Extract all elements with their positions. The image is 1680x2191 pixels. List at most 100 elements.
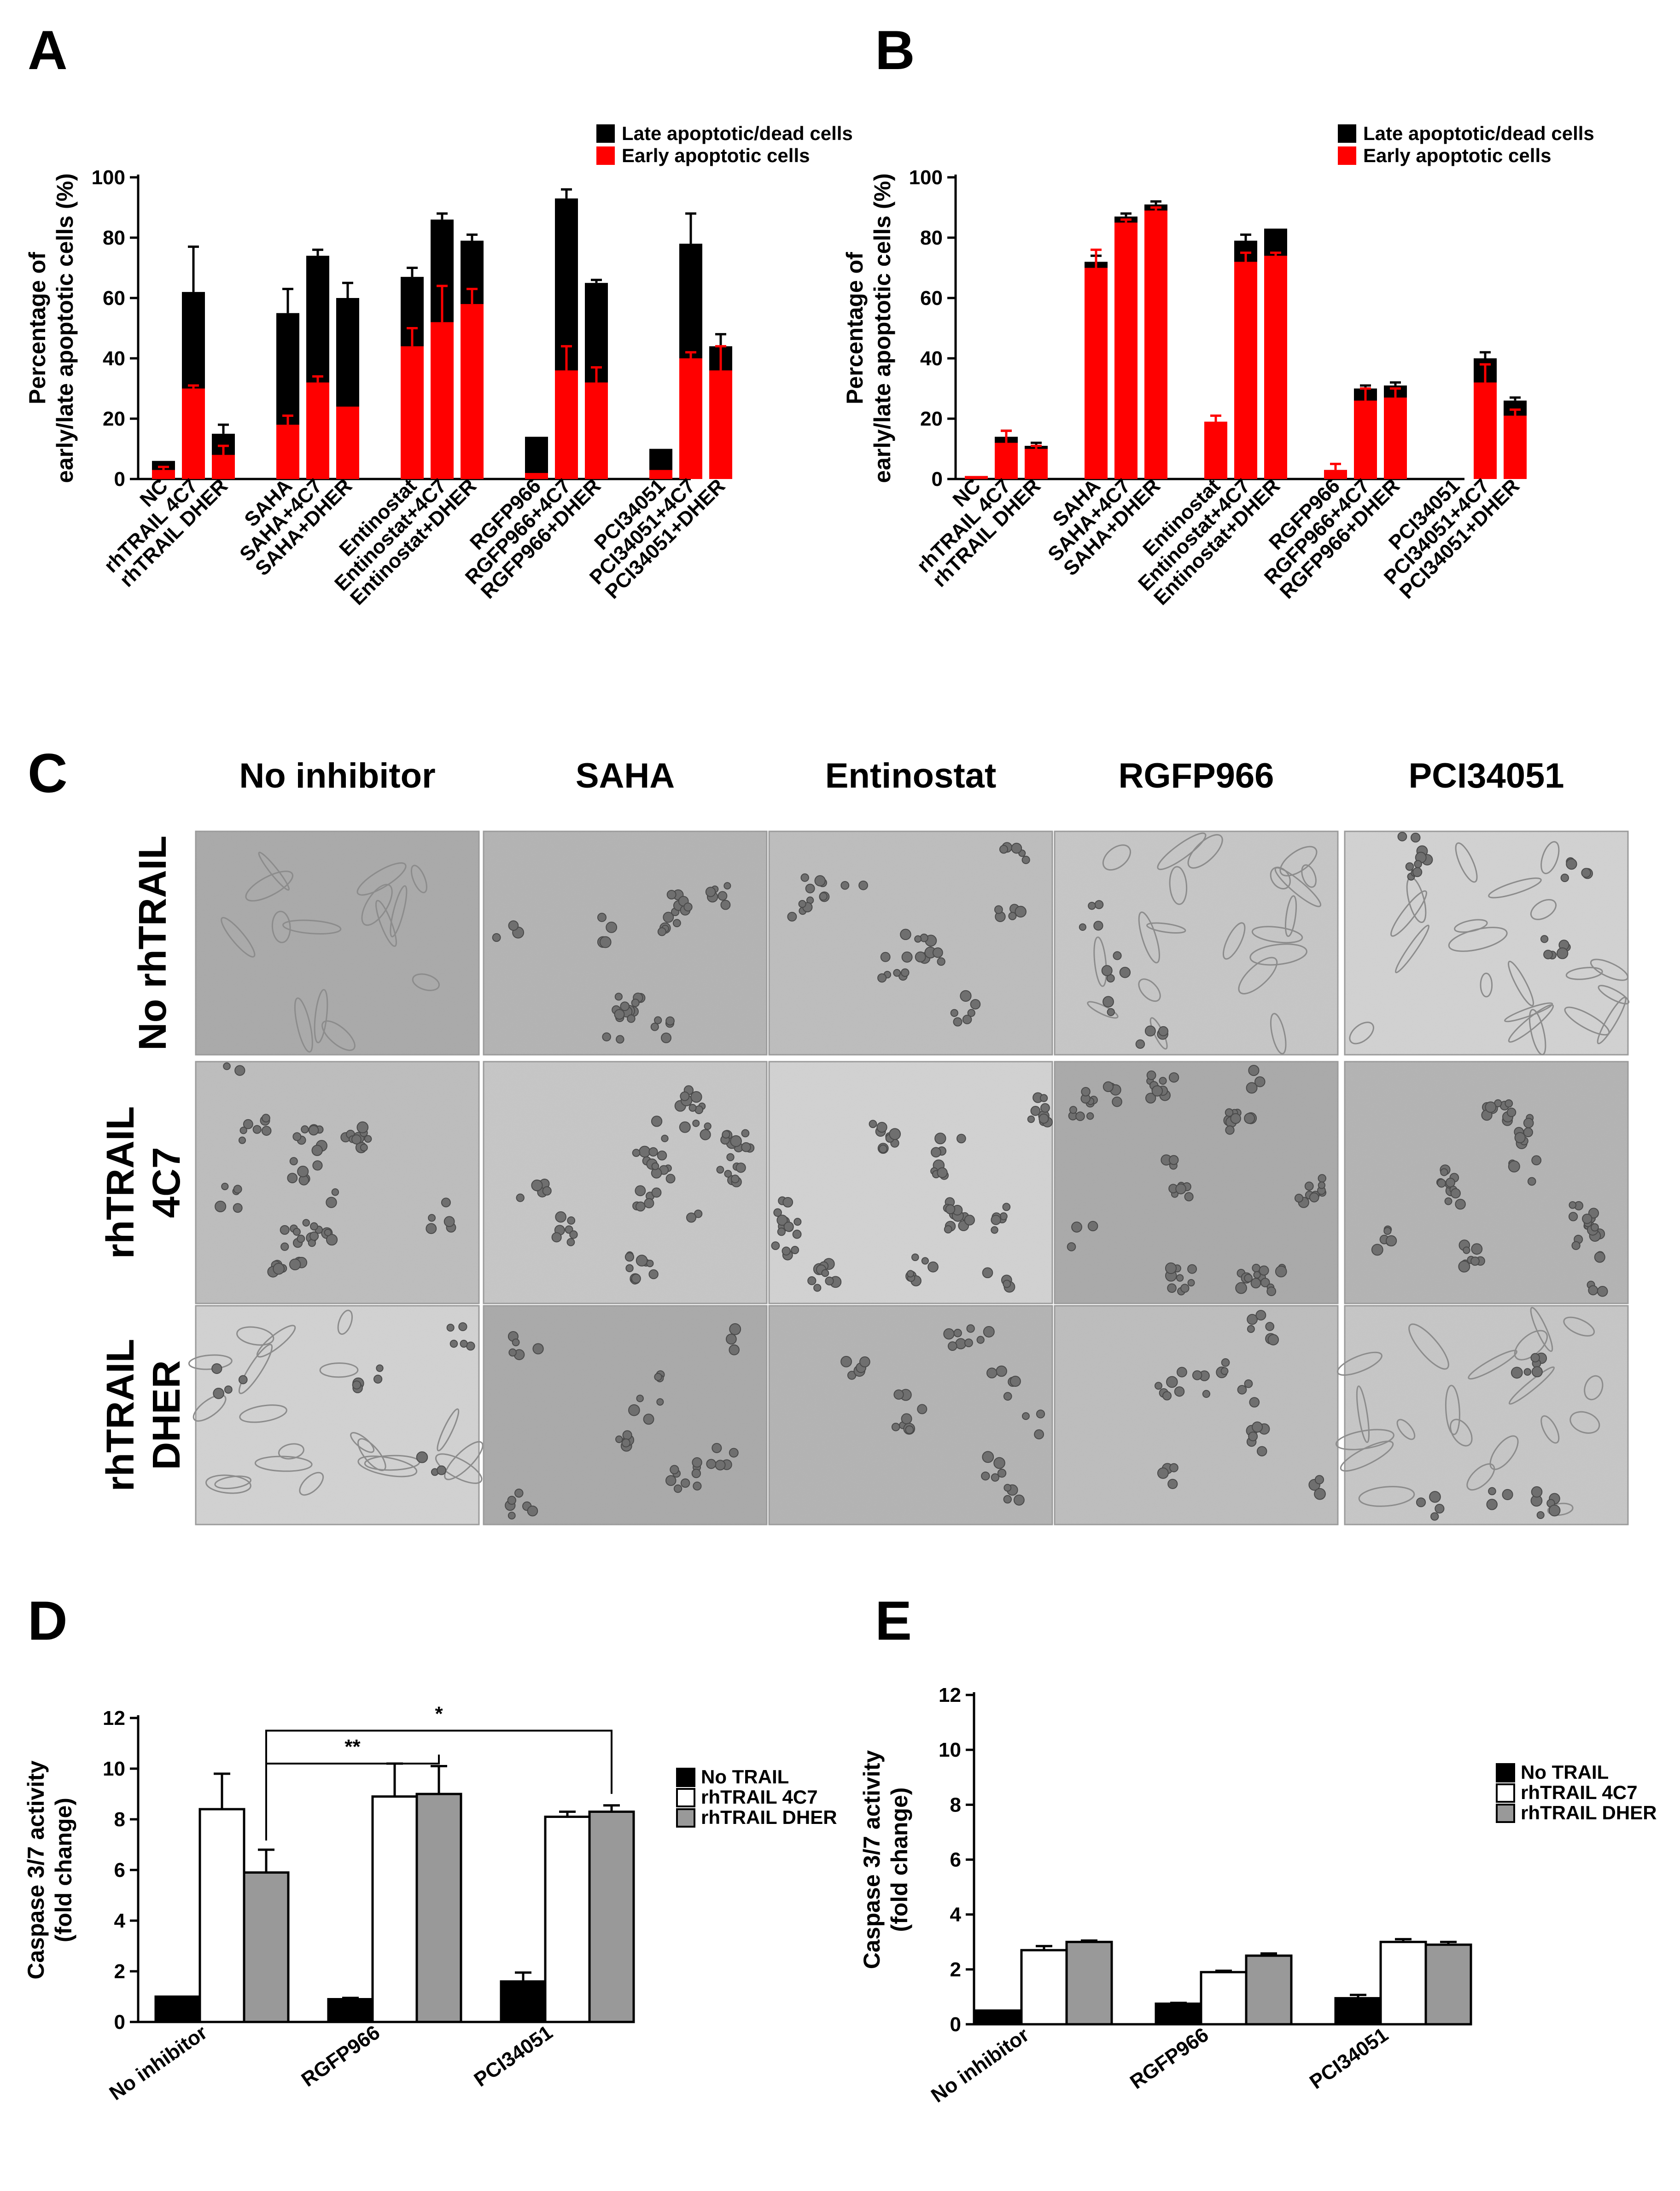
rounded-cell bbox=[508, 1512, 516, 1520]
rounded-cell bbox=[1003, 1392, 1012, 1401]
rounded-cell bbox=[351, 1134, 362, 1145]
rounded-cell bbox=[1021, 855, 1030, 865]
flat-cell bbox=[337, 1309, 353, 1335]
flat-cell bbox=[1138, 911, 1160, 964]
rounded-cell bbox=[991, 1215, 1001, 1225]
rounded-cell bbox=[221, 1182, 229, 1191]
rounded-cell bbox=[426, 1223, 437, 1234]
rounded-cell bbox=[798, 900, 806, 908]
y-tick-label: 60 bbox=[920, 287, 943, 310]
rounded-cell bbox=[859, 1356, 870, 1367]
rounded-cell bbox=[680, 1091, 690, 1101]
panel-e: E 0 2 4 6 8 10 12 Caspase 3/7 activity (fold chan… bbox=[859, 1590, 1657, 2107]
flat-cell bbox=[1597, 997, 1627, 1045]
rounded-cell bbox=[1588, 1285, 1598, 1296]
rounded-cell bbox=[1102, 1081, 1114, 1093]
rounded-cell bbox=[631, 1274, 641, 1284]
rounded-cell bbox=[287, 1173, 298, 1184]
micrograph-image bbox=[1344, 1061, 1629, 1304]
bar-early bbox=[709, 370, 732, 479]
rounded-cell bbox=[1247, 1325, 1255, 1333]
rounded-cell bbox=[620, 1001, 630, 1011]
rounded-cell bbox=[1102, 996, 1114, 1008]
rounded-cell bbox=[1146, 1070, 1156, 1081]
rounded-cell bbox=[1568, 1212, 1578, 1221]
rounded-cell bbox=[627, 1014, 636, 1023]
rounded-cell bbox=[262, 1114, 270, 1122]
flat-cell bbox=[1395, 924, 1430, 974]
row-header: rhTRAIL 4C7 bbox=[99, 1106, 188, 1259]
y-tick-label: 0 bbox=[950, 2013, 961, 2036]
rounded-cell bbox=[1071, 1221, 1082, 1233]
rounded-cell bbox=[428, 1214, 436, 1222]
rounded-cell bbox=[993, 1457, 1005, 1469]
y-axis-title-line2: early/late apoptotic cells (%) bbox=[52, 173, 78, 483]
rounded-cell bbox=[730, 1135, 742, 1147]
rounded-cell bbox=[1184, 1192, 1194, 1202]
legend-swatch-late bbox=[1338, 124, 1356, 143]
y-tick-label: 100 bbox=[909, 166, 943, 189]
rounded-cell bbox=[688, 1104, 697, 1112]
rounded-cell bbox=[729, 1323, 741, 1335]
rounded-cell bbox=[1414, 860, 1422, 868]
flat-cell bbox=[245, 871, 293, 902]
bar-early bbox=[649, 470, 672, 479]
rounded-cell bbox=[704, 1122, 712, 1130]
rounded-cell bbox=[1002, 1203, 1011, 1211]
rounded-cell bbox=[466, 1341, 475, 1351]
rounded-cell bbox=[996, 1365, 1007, 1377]
legend-label: No TRAIL bbox=[1521, 1761, 1609, 1783]
rounded-cell bbox=[1034, 1429, 1044, 1440]
flat-cell bbox=[390, 885, 408, 938]
rounded-cell bbox=[324, 1228, 332, 1237]
flat-cell bbox=[1565, 967, 1603, 980]
y-tick-label: 40 bbox=[920, 347, 943, 370]
rounded-cell bbox=[1530, 1353, 1540, 1363]
bar bbox=[154, 1995, 201, 2023]
rounded-cell bbox=[1145, 1093, 1156, 1104]
rounded-cell bbox=[982, 1267, 993, 1279]
significance-label: * bbox=[435, 1703, 443, 1725]
rounded-cell bbox=[360, 1143, 368, 1151]
rounded-cell bbox=[238, 1375, 248, 1385]
rounded-cell bbox=[1112, 1096, 1122, 1107]
y-axis-title-line1: Percentage of bbox=[24, 252, 50, 404]
rounded-cell bbox=[508, 1348, 517, 1357]
rounded-cell bbox=[679, 1121, 691, 1133]
micrograph-image bbox=[195, 1061, 480, 1304]
bar bbox=[1334, 1997, 1382, 2026]
rounded-cell bbox=[1437, 1179, 1446, 1188]
bar-early bbox=[401, 346, 424, 479]
bar bbox=[588, 1811, 635, 2023]
flat-cell bbox=[299, 1472, 324, 1496]
rounded-cell bbox=[1009, 1375, 1021, 1387]
flat-cell bbox=[1270, 866, 1291, 889]
rounded-cell bbox=[1248, 1064, 1260, 1076]
category-label-group: No inhibitor bbox=[105, 2021, 211, 2105]
rounded-cell bbox=[991, 1473, 999, 1482]
bar bbox=[1065, 1940, 1113, 2026]
rounded-cell bbox=[1244, 1379, 1253, 1388]
bar-early bbox=[1384, 397, 1407, 479]
rounded-cell bbox=[1548, 1504, 1561, 1517]
rounded-cell bbox=[723, 882, 731, 890]
rounded-cell bbox=[906, 1270, 915, 1278]
rounded-cell bbox=[326, 1234, 338, 1246]
rounded-cell bbox=[1008, 911, 1017, 920]
rounded-cell bbox=[976, 1336, 985, 1344]
rounded-cell bbox=[1488, 1487, 1496, 1496]
rounded-cell bbox=[1440, 1168, 1448, 1176]
flat-cell bbox=[321, 1020, 356, 1051]
y-tick-label: 2 bbox=[114, 1960, 125, 1983]
rounded-cell bbox=[1430, 1512, 1439, 1521]
rounded-cell bbox=[1094, 900, 1104, 909]
rounded-cell bbox=[1267, 1334, 1279, 1346]
rounded-cell bbox=[492, 933, 501, 942]
rounded-cell bbox=[1165, 1262, 1177, 1274]
rounded-cell bbox=[312, 1160, 323, 1171]
micrograph-image bbox=[483, 1305, 768, 1525]
flat-cell bbox=[1590, 958, 1629, 981]
rounded-cell bbox=[1485, 1101, 1497, 1113]
rounded-cell bbox=[840, 881, 850, 890]
rounded-cell bbox=[1458, 1260, 1470, 1273]
